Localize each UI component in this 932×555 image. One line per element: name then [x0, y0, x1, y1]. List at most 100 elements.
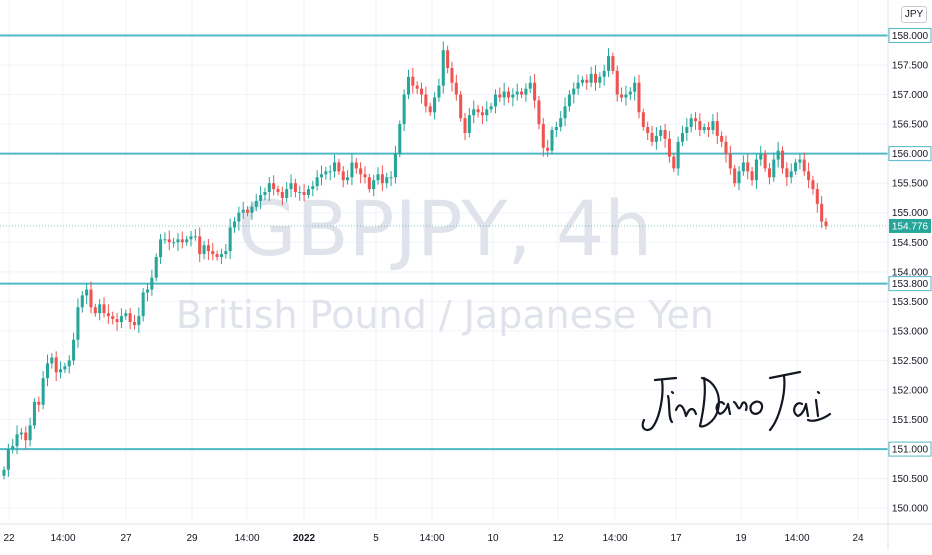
candle-body: [598, 76, 602, 83]
time-tick-label: 2022: [293, 533, 316, 544]
candle-body: [476, 109, 480, 113]
watermark-description: British Pound / Japanese Yen: [176, 293, 714, 337]
level-label: 156.000: [892, 149, 929, 160]
candle-body: [498, 94, 502, 98]
candle-body: [815, 189, 819, 204]
candle-body: [737, 171, 741, 184]
candle-body: [437, 85, 441, 98]
candle-body: [528, 82, 532, 89]
candle-body: [115, 319, 119, 323]
candle-body: [259, 195, 263, 201]
candle-body: [785, 168, 789, 178]
candle-body: [485, 109, 489, 116]
candle-body: [602, 70, 606, 77]
candle-body: [746, 162, 750, 172]
candle-body: [676, 141, 680, 169]
candle-body: [228, 227, 232, 252]
candle-body: [289, 183, 293, 190]
candle-body: [463, 118, 467, 133]
candle-body: [807, 171, 811, 181]
candles: [2, 41, 828, 480]
candle-body: [646, 127, 650, 133]
candle-body: [789, 171, 793, 178]
candle-body: [776, 150, 780, 160]
candle-body: [750, 171, 754, 181]
candle-body: [276, 189, 280, 193]
candle-body: [724, 141, 728, 154]
candle-body: [615, 70, 619, 95]
candle-body: [85, 289, 89, 296]
candle-body: [376, 174, 380, 181]
price-tick-label: 156.500: [892, 120, 929, 131]
candle-body: [533, 82, 537, 101]
candle-body: [106, 313, 110, 317]
candle-body: [424, 94, 428, 107]
candle-body: [454, 82, 458, 95]
candle-body: [524, 88, 528, 95]
candle-body: [772, 159, 776, 178]
candle-body: [515, 91, 519, 95]
candle-body: [180, 239, 184, 243]
candle-body: [237, 212, 241, 222]
level-label-box: [888, 276, 932, 292]
level-labels: 158.000 156.000 153.800 151.000: [888, 27, 932, 457]
candle-body: [520, 91, 524, 95]
candle-body: [302, 192, 306, 195]
candle-body: [707, 127, 711, 130]
candle-body: [41, 378, 45, 405]
candle-body: [733, 168, 737, 184]
candle-body: [415, 85, 419, 89]
candle-body: [767, 168, 771, 178]
candle-body: [50, 357, 54, 364]
candle-body: [24, 432, 28, 441]
candle-body: [593, 73, 598, 83]
candle-body: [333, 162, 337, 172]
price-tick-label: 150.500: [892, 474, 929, 485]
candle-body: [346, 177, 350, 181]
candle-body: [672, 156, 676, 169]
candle-body: [163, 239, 167, 241]
candle-body: [798, 159, 802, 163]
candle-body: [67, 360, 71, 367]
candle-body: [628, 91, 632, 95]
candle-body: [76, 307, 80, 340]
candle-body: [637, 82, 641, 113]
candle-body: [150, 277, 154, 290]
candle-body: [620, 94, 624, 98]
candle-body: [711, 121, 715, 130]
time-tick-label: 27: [120, 533, 132, 544]
price-tick-label: 157.000: [892, 90, 929, 101]
candle-body: [489, 106, 493, 110]
price-tick-label: 153.500: [892, 297, 929, 308]
time-tick-label: 14:00: [419, 533, 444, 544]
candle-body: [650, 132, 654, 142]
time-tick-label: 19: [735, 533, 747, 544]
level-label-box: [888, 27, 932, 43]
candle-body: [311, 186, 315, 190]
candle-body: [654, 135, 658, 142]
candle-body: [185, 239, 189, 243]
candle-body: [411, 76, 415, 86]
candle-body: [585, 79, 589, 83]
candle-body: [141, 292, 145, 317]
candle-body: [272, 183, 276, 190]
candle-body: [506, 91, 511, 98]
candle-body: [293, 183, 297, 193]
currency-badge[interactable]: JPY: [901, 6, 927, 23]
candle-body: [563, 106, 567, 119]
candle-body: [467, 115, 471, 133]
time-tick-label: 10: [487, 533, 499, 544]
price-tick-label: 150.000: [892, 504, 929, 515]
candle-body: [72, 339, 76, 361]
candle-body: [159, 239, 163, 258]
candle-body: [493, 94, 497, 107]
time-axis[interactable]: 22 14:00 27 29 14:00 2022 5 14:00 10 12 14:00 17 19 1…: [3, 533, 864, 544]
candle-body: [176, 239, 180, 243]
price-tick-label: 151.500: [892, 415, 929, 426]
candle-body: [315, 177, 319, 187]
level-label: 153.800: [892, 279, 929, 290]
candle-body: [132, 322, 136, 325]
